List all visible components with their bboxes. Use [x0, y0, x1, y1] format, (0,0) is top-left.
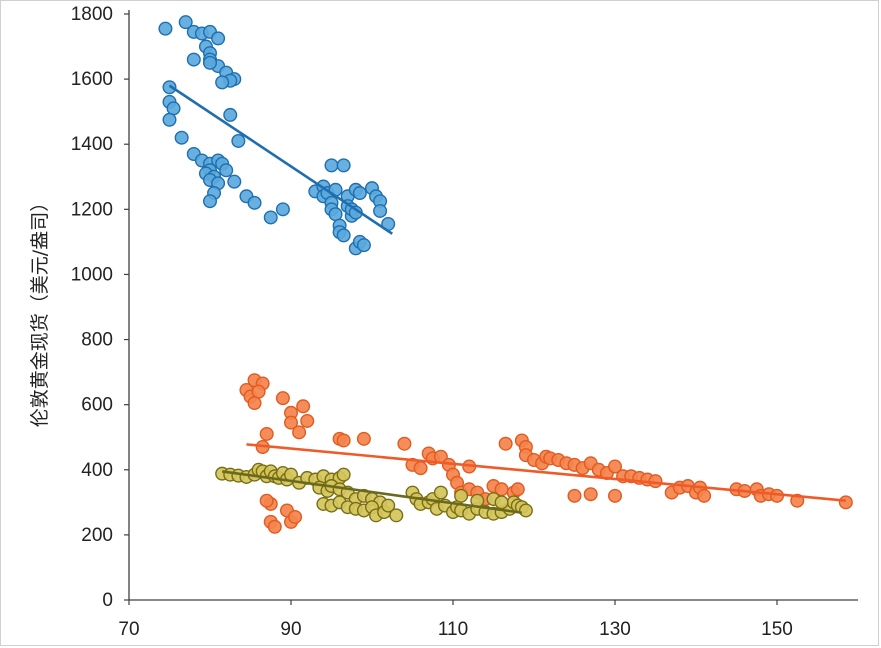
data-point: [697, 488, 712, 503]
data-point: [162, 112, 177, 127]
data-point: [336, 433, 351, 448]
data-point: [223, 107, 238, 122]
data-point: [259, 493, 274, 508]
data-point: [202, 55, 217, 70]
x-tick-label: 150: [761, 619, 793, 640]
y-tick-label: 600: [81, 395, 113, 416]
data-point: [838, 495, 853, 510]
data-point: [178, 15, 193, 30]
x-tick-label: 70: [118, 619, 139, 640]
x-tick-label: 110: [438, 619, 468, 640]
data-point: [413, 461, 428, 476]
points: [158, 15, 853, 534]
axes: 0 200 400 600 800 1000 1200 1400 1600 1800 70 90 110…: [71, 4, 858, 640]
data-point: [583, 487, 598, 502]
trendline: [168, 84, 393, 235]
data-point: [608, 488, 623, 503]
data-point: [263, 210, 278, 225]
data-point: [259, 426, 274, 441]
data-point: [300, 413, 315, 428]
data-point: [494, 495, 509, 510]
y-tick-label: 1600: [71, 69, 113, 90]
data-point: [296, 399, 311, 414]
data-point: [267, 519, 282, 534]
trendline: [221, 470, 523, 515]
data-point: [356, 238, 371, 253]
data-point: [186, 52, 201, 67]
y-axis-label: 伦敦黄金现货（美元/盎司）: [29, 193, 51, 427]
data-point: [202, 194, 217, 209]
data-point: [608, 459, 623, 474]
data-point: [454, 488, 469, 503]
data-point: [211, 31, 226, 46]
data-point: [158, 21, 173, 36]
y-tick-label: 800: [81, 330, 113, 351]
trendlines: [168, 84, 846, 515]
y-tick-label: 200: [81, 525, 113, 546]
data-point: [336, 228, 351, 243]
data-point: [397, 436, 412, 451]
data-point: [567, 488, 582, 503]
data-point: [162, 80, 177, 95]
y-tick-label: 1400: [71, 134, 113, 155]
data-point: [275, 391, 290, 406]
data-point: [227, 174, 242, 189]
data-point: [231, 133, 246, 148]
x-tick-label: 90: [280, 619, 301, 640]
data-point: [292, 425, 307, 440]
data-point: [247, 195, 262, 210]
data-point: [381, 498, 396, 513]
y-tick-label: 400: [81, 460, 113, 481]
data-point: [288, 509, 303, 524]
x-tick-label: 130: [599, 619, 631, 640]
data-point: [251, 384, 266, 399]
data-point: [510, 482, 525, 497]
data-point: [336, 467, 351, 482]
data-point: [215, 75, 230, 90]
data-point: [275, 202, 290, 217]
trendline: [246, 443, 846, 502]
y-tick-label: 1200: [71, 199, 113, 220]
data-point: [284, 415, 299, 430]
data-point: [174, 130, 189, 145]
data-point: [498, 436, 513, 451]
data-point: [373, 203, 388, 218]
data-point: [219, 163, 234, 178]
y-tick-label: 0: [102, 590, 113, 611]
data-point: [518, 503, 533, 518]
data-point: [336, 158, 351, 173]
y-tick-label: 1800: [71, 4, 113, 25]
data-point: [433, 485, 448, 500]
data-point: [352, 186, 367, 201]
data-point: [389, 508, 404, 523]
data-point: [356, 431, 371, 446]
y-tick-label: 1000: [71, 264, 113, 285]
data-point: [324, 158, 339, 173]
